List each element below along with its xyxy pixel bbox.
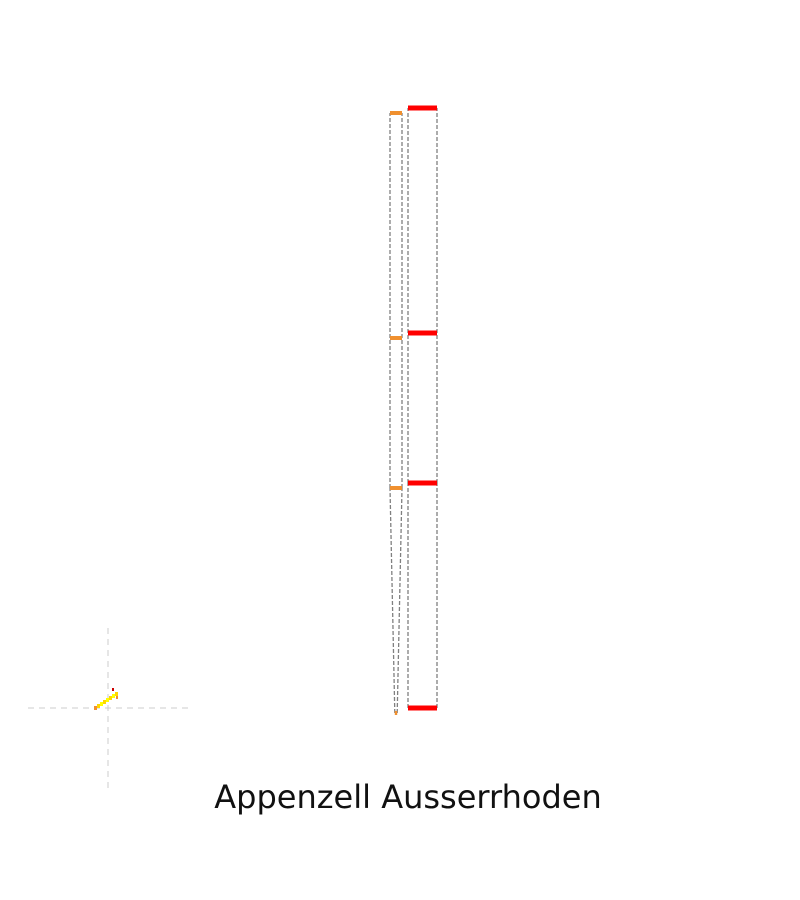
inset-cell-10 <box>116 696 118 699</box>
inset-cell-5 <box>106 698 109 702</box>
inset-cell-8 <box>115 692 118 696</box>
series-1-mark-1 <box>394 711 398 715</box>
inset-cell-3 <box>100 702 103 706</box>
bar-columns <box>389 105 438 715</box>
series-2-mark-1 <box>408 705 437 711</box>
series-1-mark-3 <box>390 336 402 340</box>
inset-cell-9 <box>112 688 114 691</box>
series-2-mark-3 <box>408 330 437 336</box>
series-2-mark-2 <box>408 480 437 486</box>
series-1-outline <box>389 113 403 714</box>
inset-cell-1 <box>94 706 97 710</box>
inset-cell-6 <box>109 696 112 700</box>
series-2-mark-4 <box>408 105 437 111</box>
inset-glyph <box>28 628 188 788</box>
series-2-outline <box>407 108 438 708</box>
inset-cell-2 <box>97 704 100 708</box>
series-1-mark-2 <box>390 486 402 490</box>
series-1-mark-4 <box>390 111 402 115</box>
inset-cell-7 <box>112 694 115 698</box>
inset-cell-4 <box>103 700 106 704</box>
chart-title: Appenzell Ausserrhoden <box>214 778 601 816</box>
